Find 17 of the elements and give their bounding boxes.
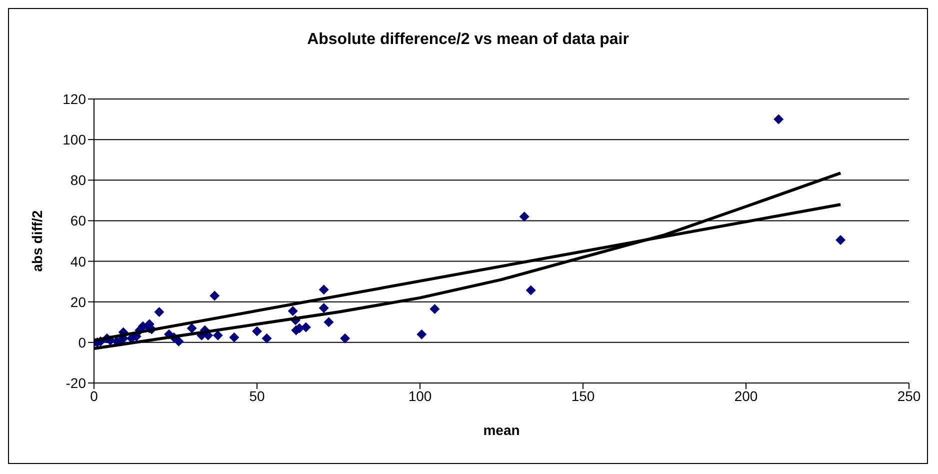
x-tick-label: 50 (249, 388, 265, 404)
y-tick-label: 0 (78, 334, 86, 350)
x-tick-label: 0 (90, 388, 98, 404)
y-tick-label: 40 (70, 253, 86, 270)
y-axis-title: abs diff/2 (28, 210, 45, 272)
y-tick-label: 20 (70, 294, 86, 310)
y-tick-label: 100 (62, 132, 86, 148)
y-tick-label: 60 (70, 212, 86, 229)
x-tick-label: 100 (408, 388, 432, 404)
y-tick-label: -20 (66, 374, 86, 391)
x-tick-label: 200 (734, 388, 758, 404)
x-tick-label: 250 (897, 388, 921, 404)
chart-title: Absolute difference/2 vs mean of data pair (306, 31, 630, 49)
x-axis-title: mean (483, 422, 520, 438)
y-tick-label: 80 (70, 172, 86, 188)
x-tick-label: 150 (571, 388, 595, 404)
y-tick-label: 120 (62, 90, 86, 107)
